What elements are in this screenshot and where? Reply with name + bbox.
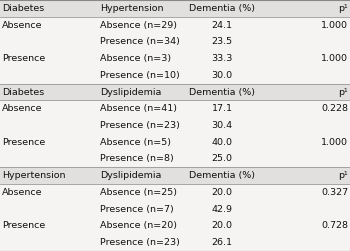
Text: 30.4: 30.4 <box>212 121 233 130</box>
Text: Absence: Absence <box>2 104 42 113</box>
Text: 17.1: 17.1 <box>212 104 233 113</box>
Text: Dementia (%): Dementia (%) <box>189 88 255 97</box>
Text: Presence (n=7): Presence (n=7) <box>100 205 174 214</box>
Text: Absence: Absence <box>2 21 42 30</box>
Text: 25.0: 25.0 <box>212 154 233 163</box>
Text: 1.000: 1.000 <box>321 138 348 147</box>
Text: Presence: Presence <box>2 221 45 230</box>
Text: p¹: p¹ <box>338 4 348 13</box>
Text: Presence (n=23): Presence (n=23) <box>100 238 180 247</box>
Text: Absence (n=20): Absence (n=20) <box>100 221 177 230</box>
Bar <box>0 167 350 184</box>
Text: 30.0: 30.0 <box>212 71 233 80</box>
Text: 26.1: 26.1 <box>212 238 233 247</box>
Text: p¹: p¹ <box>338 171 348 180</box>
Text: Presence (n=8): Presence (n=8) <box>100 154 174 163</box>
Text: Hypertension: Hypertension <box>100 4 163 13</box>
Text: Dementia (%): Dementia (%) <box>189 4 255 13</box>
Text: Absence (n=29): Absence (n=29) <box>100 21 177 30</box>
Text: 20.0: 20.0 <box>212 221 233 230</box>
Text: 24.1: 24.1 <box>212 21 233 30</box>
Text: Presence (n=10): Presence (n=10) <box>100 71 180 80</box>
Text: 42.9: 42.9 <box>212 205 233 214</box>
Text: Diabetes: Diabetes <box>2 88 44 97</box>
Text: Presence (n=34): Presence (n=34) <box>100 37 180 46</box>
Text: 0.728: 0.728 <box>321 221 348 230</box>
Text: Hypertension: Hypertension <box>2 171 65 180</box>
Text: Presence: Presence <box>2 54 45 63</box>
Text: 40.0: 40.0 <box>212 138 233 147</box>
Text: 0.327: 0.327 <box>321 188 348 197</box>
Text: Presence (n=23): Presence (n=23) <box>100 121 180 130</box>
Text: 23.5: 23.5 <box>212 37 233 46</box>
Text: 1.000: 1.000 <box>321 21 348 30</box>
Bar <box>0 84 350 100</box>
Text: Absence: Absence <box>2 188 42 197</box>
Text: 20.0: 20.0 <box>212 188 233 197</box>
Text: Absence (n=5): Absence (n=5) <box>100 138 171 147</box>
Text: Absence (n=41): Absence (n=41) <box>100 104 177 113</box>
Text: Dementia (%): Dementia (%) <box>189 171 255 180</box>
Text: 1.000: 1.000 <box>321 54 348 63</box>
Bar <box>0 0 350 17</box>
Text: 33.3: 33.3 <box>211 54 233 63</box>
Text: Dyslipidemia: Dyslipidemia <box>100 171 161 180</box>
Text: Absence (n=3): Absence (n=3) <box>100 54 171 63</box>
Text: Dyslipidemia: Dyslipidemia <box>100 88 161 97</box>
Text: 0.228: 0.228 <box>321 104 348 113</box>
Text: p¹: p¹ <box>338 88 348 97</box>
Text: Presence: Presence <box>2 138 45 147</box>
Text: Absence (n=25): Absence (n=25) <box>100 188 177 197</box>
Text: Diabetes: Diabetes <box>2 4 44 13</box>
